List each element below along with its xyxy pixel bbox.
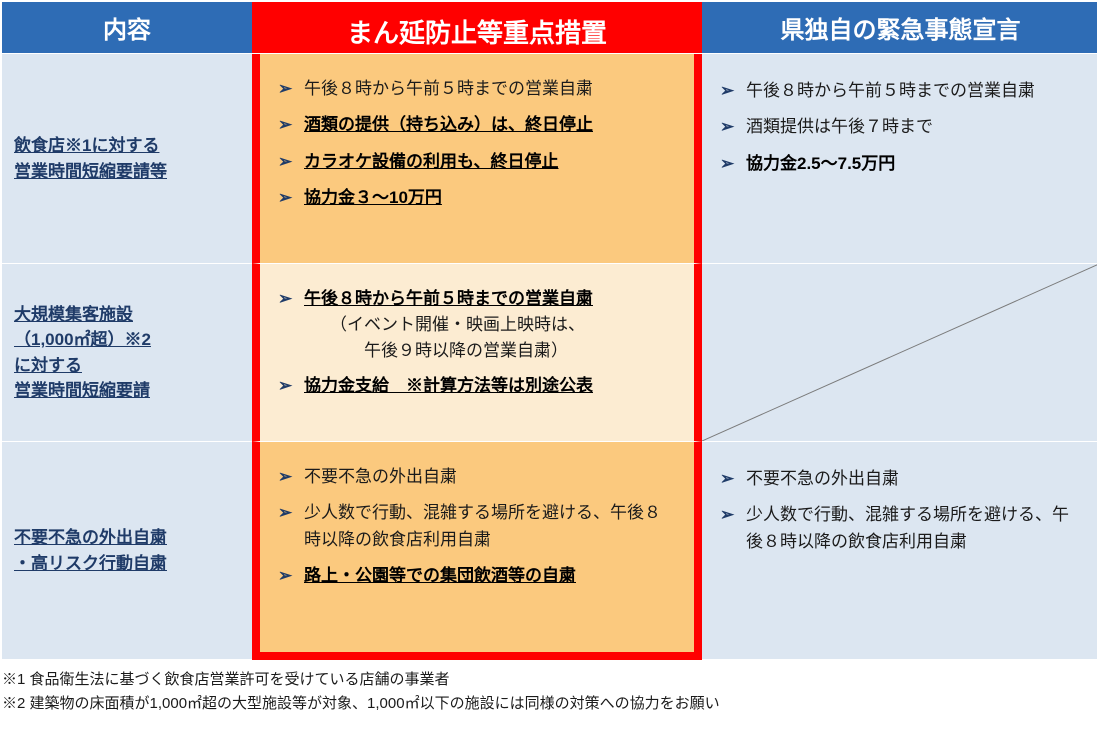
row3-label: 不要不急の外出自粛 ・高リスク行動自粛 [2,442,252,660]
row2-col2: 午後８時から午前５時までの営業自粛 （イベント開催・映画上映時は、 午後９時以降… [252,264,702,442]
row2-col2-item1: 午後８時から午前５時までの営業自粛 （イベント開催・映画上映時は、 午後９時以降… [278,286,676,363]
row3-col3-item2: 少人数で行動、混雑する場所を避ける、午後８時以降の飲食店利用自粛 [720,502,1081,555]
row2-label-line1: 大規模集客施設 [14,305,133,324]
row1-col2-item1: 午後８時から午前５時までの営業自粛 [278,76,676,102]
row2-label-line4: 営業時間短縮要請 [14,381,150,400]
row2-label-line3: に対する [14,356,82,375]
row3-col3: 不要不急の外出自粛 少人数で行動、混雑する場所を避ける、午後８時以降の飲食店利用… [702,442,1097,660]
row1-col2-item3: カラオケ設備の利用も、終日停止 [278,149,676,175]
row1-col2-item4: 協力金３～10万円 [278,185,676,211]
row3-col2-item3: 路上・公園等での集団飲酒等の自粛 [278,563,676,589]
row3-col2: 不要不急の外出自粛 少人数で行動、混雑する場所を避ける、午後８時以降の飲食店利用… [252,442,702,660]
diagonal-line [702,264,1097,441]
footnote-1: ※1 食品衛生法に基づく飲食店営業許可を受けている店舗の事業者 [2,668,1095,692]
row3-label-line2: ・高リスク行動自粛 [14,554,167,573]
row3-col3-item1: 不要不急の外出自粛 [720,466,1081,492]
row1-col2: 午後８時から午前５時までの営業自粛 酒類の提供（持ち込み）は、終日停止 カラオケ… [252,54,702,264]
row3-col2-item1: 不要不急の外出自粛 [278,464,676,490]
header-col2: まん延防止等重点措置 [252,2,702,54]
row2-col2-item1-sub2: 午後９時以降の営業自粛） [304,338,676,364]
row1-label: 飲食店※1に対する 営業時間短縮要請等 [2,54,252,264]
row2-label-line2: （1,000㎡超）※2 [14,330,151,349]
header-col3: 県独自の緊急事態宣言 [702,2,1097,54]
footnote-2: ※2 建築物の床面積が1,000㎡超の大型施設等が対象、1,000㎡以下の施設に… [2,692,1095,716]
comparison-table: 内容 まん延防止等重点措置 県独自の緊急事態宣言 飲食店※1に対する 営業時間短… [2,2,1095,660]
row1-label-line2: 営業時間短縮要請等 [14,162,167,181]
row1-col3-item1: 午後８時から午前５時までの営業自粛 [720,78,1081,104]
row2-col3 [702,264,1097,442]
header-col1: 内容 [2,2,252,54]
row1-col3: 午後８時から午前５時までの営業自粛 酒類提供は午後７時まで 協力金2.5～7.5… [702,54,1097,264]
row2-label: 大規模集客施設 （1,000㎡超）※2 に対する 営業時間短縮要請 [2,264,252,442]
row2-col2-item2: 協力金支給 ※計算方法等は別途公表 [278,373,676,399]
row1-col3-item3: 協力金2.5～7.5万円 [720,151,1081,177]
row1-col2-item2: 酒類の提供（持ち込み）は、終日停止 [278,112,676,138]
row1-label-line1: 飲食店※1に対する [14,136,159,155]
row1-col3-item2: 酒類提供は午後７時まで [720,114,1081,140]
footnotes: ※1 食品衛生法に基づく飲食店営業許可を受けている店舗の事業者 ※2 建築物の床… [2,668,1095,716]
row3-col2-item2: 少人数で行動、混雑する場所を避ける、午後８時以降の飲食店利用自粛 [278,500,676,553]
row3-label-line1: 不要不急の外出自粛 [14,528,167,547]
row2-col2-item1-sub1: （イベント開催・映画上映時は、 [304,312,676,338]
